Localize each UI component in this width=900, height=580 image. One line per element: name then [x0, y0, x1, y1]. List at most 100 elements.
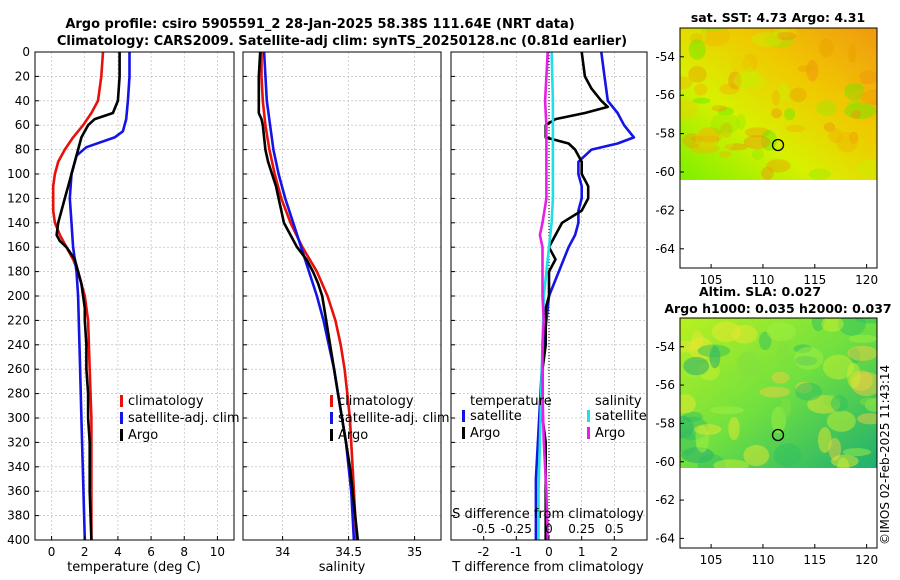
- sst-map-frame: [679, 27, 878, 269]
- sla-texture-blob: [837, 457, 850, 468]
- salinity-grid: [243, 51, 441, 541]
- y-tick-label: 340: [7, 460, 30, 474]
- legend-swatch-t-argo: [462, 427, 465, 439]
- x-tick-label: 0: [48, 545, 56, 559]
- sst-texture-blob: [688, 28, 707, 44]
- y-tick-label: -62: [655, 493, 675, 507]
- y-tick-label: 260: [7, 362, 30, 376]
- y-tick-label: -60: [655, 455, 675, 469]
- sst-texture-blob: [761, 166, 774, 180]
- sst-texture-blob: [719, 150, 732, 158]
- sst-texture-blob: [789, 87, 807, 103]
- sst-texture-blob: [698, 127, 723, 144]
- y-tick-label: -56: [655, 88, 675, 102]
- y-tick-label: 220: [7, 313, 30, 327]
- y-tick-label: 80: [15, 143, 30, 157]
- imos-credit: ©IMOS 02-Feb-2025 11:43:14: [878, 365, 892, 545]
- sla-texture-blob: [759, 386, 790, 398]
- sla-map-panel: Altim. SLA: 0.027 Argo h1000: 0.035 h200…: [655, 284, 891, 567]
- sla-texture-blob: [860, 397, 877, 407]
- legend-swatch-argo: [120, 429, 123, 441]
- sst-texture-blob: [823, 122, 836, 132]
- y-tick-label: 160: [7, 240, 30, 254]
- sst-map-ticks: 105 110 115 120 -54 -56 -58 -60 -62 -64: [655, 50, 878, 287]
- sla-texture-blob: [842, 448, 872, 457]
- legend-temperature-title: temperature: [470, 394, 552, 409]
- salinity-legend: climatology satellite-adj. clim Argo: [330, 394, 450, 443]
- sst-texture-blob: [769, 29, 785, 43]
- sst-texture-blob: [808, 168, 831, 180]
- sst-texture-blob: [772, 28, 790, 38]
- y-tick-label: -54: [655, 340, 675, 354]
- temperature-legend: climatology satellite-adj. clim Argo: [120, 394, 240, 443]
- sst-texture-blob: [695, 127, 718, 149]
- legend-swatch-argo: [330, 429, 333, 441]
- sst-texture-blob: [694, 83, 708, 96]
- y-tick-label: 20: [15, 69, 30, 83]
- sst-texture-blob: [699, 28, 730, 47]
- s-tick-label: -0.25: [501, 522, 532, 536]
- sst-texture-blob: [690, 135, 720, 142]
- sla-texture-blob: [830, 395, 848, 412]
- sst-texture-blob: [680, 76, 693, 90]
- sst-texture-blob: [744, 127, 771, 138]
- x-tick-label: 115: [803, 273, 826, 287]
- y-tick-label: 240: [7, 338, 30, 352]
- sst-texture-blob: [717, 107, 734, 116]
- sst-texture-blob: [688, 39, 706, 60]
- salinity-curves: [257, 51, 360, 541]
- sla-texture-blob: [848, 334, 877, 343]
- y-tick-label: 360: [7, 484, 30, 498]
- legend-t-argo: Argo: [470, 426, 500, 441]
- x-tick-label: -1: [510, 545, 522, 559]
- series-s-argo: [538, 51, 549, 541]
- series-s-satellite: [537, 51, 555, 540]
- difference-curves: [534, 51, 636, 541]
- sst-map-panel: sat. SST: 4.73 Argo: 4.31 105 110 115 120 -5…: [655, 10, 878, 287]
- y-tick-label: -56: [655, 378, 675, 392]
- legend-s-satellite: satellite: [595, 409, 647, 424]
- y-tick-label: 200: [7, 289, 30, 303]
- sst-texture-blob: [806, 59, 819, 82]
- sst-texture-blob: [828, 127, 843, 144]
- x-tick-label: 105: [700, 553, 723, 567]
- x-tick-label: 110: [751, 273, 774, 287]
- legend-swatch-climatology: [330, 395, 333, 407]
- salinity-panel: 34 34.5 35 salinity climatology satellite-…: [242, 51, 450, 575]
- legend-swatch-climatology: [120, 395, 123, 407]
- sst-texture-blob: [720, 122, 733, 138]
- y-tick-label: -64: [655, 531, 675, 545]
- y-tick-label: 60: [15, 118, 30, 132]
- s-difference-ticks: -0.5 -0.25 0 0.25 0.5: [472, 522, 624, 536]
- y-tick-label: 280: [7, 387, 30, 401]
- sst-texture-blob: [819, 38, 834, 58]
- x-tick-label: 34.5: [335, 545, 362, 559]
- x-tick-label: 35: [407, 545, 422, 559]
- x-tick-label: 4: [114, 545, 122, 559]
- x-tick-label: 115: [803, 553, 826, 567]
- y-tick-label: -60: [655, 165, 675, 179]
- sst-texture-blob: [682, 133, 702, 149]
- salinity-xlabel: salinity: [319, 560, 366, 575]
- x-tick-label: -2: [478, 545, 490, 559]
- sla-texture-blob: [780, 397, 792, 418]
- sst-texture-blob: [781, 28, 798, 38]
- legend-swatch-s-argo: [587, 427, 590, 439]
- sst-texture-blob: [724, 143, 748, 151]
- x-tick-label: 120: [855, 553, 878, 567]
- legend-swatch-satellite: [120, 412, 123, 424]
- sla-texture-blob: [822, 354, 855, 380]
- y-tick-label: -58: [655, 127, 675, 141]
- sla-map-title-2: Argo h1000: 0.035 h2000: 0.037: [664, 301, 891, 316]
- sst-texture-blob: [744, 70, 755, 92]
- s-tick-label: 0.5: [605, 522, 624, 536]
- series-argo: [55, 52, 121, 541]
- sst-texture-blob: [742, 53, 758, 73]
- s-tick-label: -0.5: [472, 522, 495, 536]
- sla-texture-blob: [683, 356, 710, 376]
- sla-map-ticks: 105 110 115 120 -54 -56 -58 -60 -62 -64: [655, 340, 878, 567]
- temperature-grid: [35, 51, 234, 541]
- sst-texture-blob: [689, 143, 720, 154]
- sla-texture-blob: [713, 459, 749, 468]
- sst-argo-location-marker: [771, 138, 785, 152]
